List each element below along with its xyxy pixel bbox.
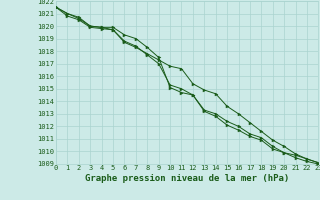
X-axis label: Graphe pression niveau de la mer (hPa): Graphe pression niveau de la mer (hPa) <box>85 174 289 183</box>
